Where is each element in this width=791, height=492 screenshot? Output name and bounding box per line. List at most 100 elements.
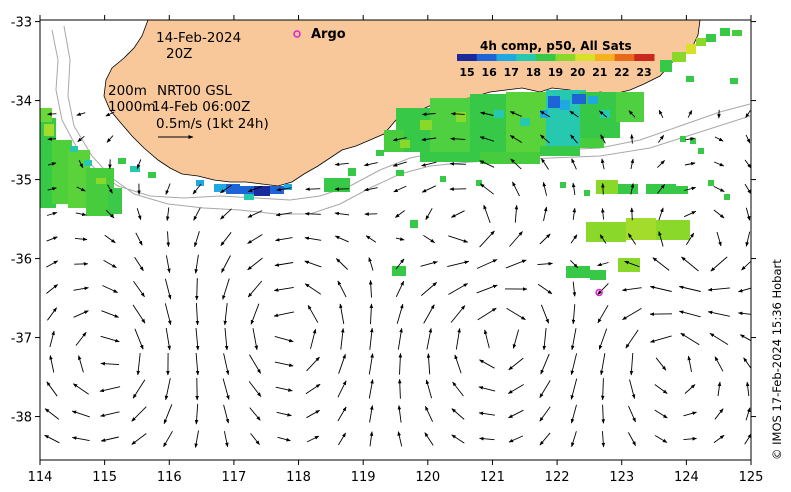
current-vector — [478, 411, 495, 416]
current-vector — [163, 404, 173, 425]
current-vector — [684, 384, 696, 394]
current-vector — [684, 186, 697, 191]
current-vector — [250, 433, 260, 445]
current-vector — [739, 334, 751, 342]
current-vector — [423, 304, 435, 324]
colorbar-tick-label: 16 — [481, 66, 497, 79]
current-vector — [131, 406, 147, 422]
current-vector — [275, 237, 293, 242]
current-vector — [476, 284, 498, 294]
x-tick-label: 116 — [157, 470, 182, 485]
current-vector — [710, 256, 728, 272]
x-tick-label: 125 — [739, 470, 764, 485]
current-vector — [540, 353, 550, 375]
current-vector — [195, 352, 200, 376]
current-vector — [136, 353, 141, 376]
current-vector — [221, 255, 231, 273]
argo-legend-marker — [293, 30, 301, 38]
argo-legend-label: Argo — [311, 27, 346, 42]
current-vector — [630, 207, 634, 221]
y-tick-label: -37 — [11, 332, 32, 347]
x-axis: 114 115 116 117 118 119 120 121 122 123 124 125 — [28, 15, 764, 485]
current-vector — [71, 436, 90, 442]
current-vector — [655, 357, 667, 371]
current-vector — [103, 260, 117, 268]
current-vector — [247, 210, 263, 218]
current-vector — [71, 410, 90, 418]
colorbar-tick-label: 17 — [504, 66, 519, 79]
current-vector — [685, 137, 695, 141]
current-vector — [222, 378, 230, 400]
current-vector — [163, 430, 173, 448]
current-vector — [654, 384, 668, 394]
current-vector — [448, 235, 469, 243]
current-vector — [247, 185, 262, 193]
current-vector — [744, 183, 751, 195]
current-vector — [223, 303, 228, 326]
current-vector — [100, 436, 119, 442]
current-vector — [249, 407, 261, 421]
current-vector — [76, 112, 86, 116]
current-vector — [426, 353, 431, 375]
x-tick-label: 121 — [480, 470, 505, 485]
current-vector — [685, 232, 695, 246]
current-vector — [657, 184, 665, 194]
current-vector — [451, 408, 465, 420]
colorbar-swatch — [496, 54, 517, 61]
current-vector — [276, 411, 292, 417]
current-vector — [657, 135, 665, 143]
current-vector — [392, 137, 407, 142]
current-vector — [570, 328, 577, 351]
current-vector — [249, 354, 261, 374]
current-vector — [223, 353, 230, 376]
current-vector — [340, 327, 345, 350]
current-vector — [455, 327, 461, 350]
current-vector — [687, 355, 692, 372]
current-vector — [714, 356, 724, 372]
current-vector — [195, 327, 200, 351]
current-vector — [131, 433, 147, 445]
current-vector — [339, 303, 345, 325]
current-vector — [745, 110, 751, 118]
x-tick-label: 123 — [609, 470, 634, 485]
current-vector — [334, 162, 349, 167]
current-vector — [247, 234, 263, 244]
current-vector — [597, 283, 609, 295]
credit-text: © IMOS 17-Feb-2024 15:36 Hobart — [770, 259, 784, 460]
current-vector — [220, 184, 232, 194]
current-vector — [392, 161, 407, 167]
current-vector — [678, 310, 701, 318]
current-vector — [397, 327, 403, 350]
current-vector — [76, 186, 86, 192]
current-vector — [106, 135, 114, 143]
current-vector — [368, 257, 374, 271]
current-vector — [649, 335, 672, 343]
current-vector — [337, 406, 347, 422]
current-vector — [630, 133, 634, 144]
current-vector — [396, 303, 404, 324]
colorbar-tick-label: 19 — [548, 66, 563, 79]
current-vector — [305, 383, 321, 395]
current-vector — [601, 207, 605, 220]
current-vector — [47, 307, 57, 321]
colorbar-swatch — [594, 54, 616, 61]
current-vector — [104, 234, 116, 244]
y-tick-label: -34 — [11, 95, 32, 110]
current-vector — [305, 187, 321, 191]
current-vector — [77, 135, 85, 143]
current-vector — [509, 135, 523, 143]
colorbar-swatch — [575, 54, 596, 61]
current-vector — [397, 378, 402, 399]
current-vector — [476, 259, 498, 269]
current-vector — [483, 204, 491, 224]
current-vector — [687, 110, 693, 118]
current-vector — [683, 436, 697, 441]
current-vector — [569, 110, 579, 118]
current-vector — [622, 308, 642, 320]
scale-label: 0.5m/s (1kt 24h) — [156, 116, 269, 132]
current-vector — [193, 207, 201, 221]
current-vector — [707, 310, 730, 317]
current-vector — [684, 162, 696, 166]
current-vector — [628, 110, 636, 118]
current-vector — [717, 381, 722, 397]
